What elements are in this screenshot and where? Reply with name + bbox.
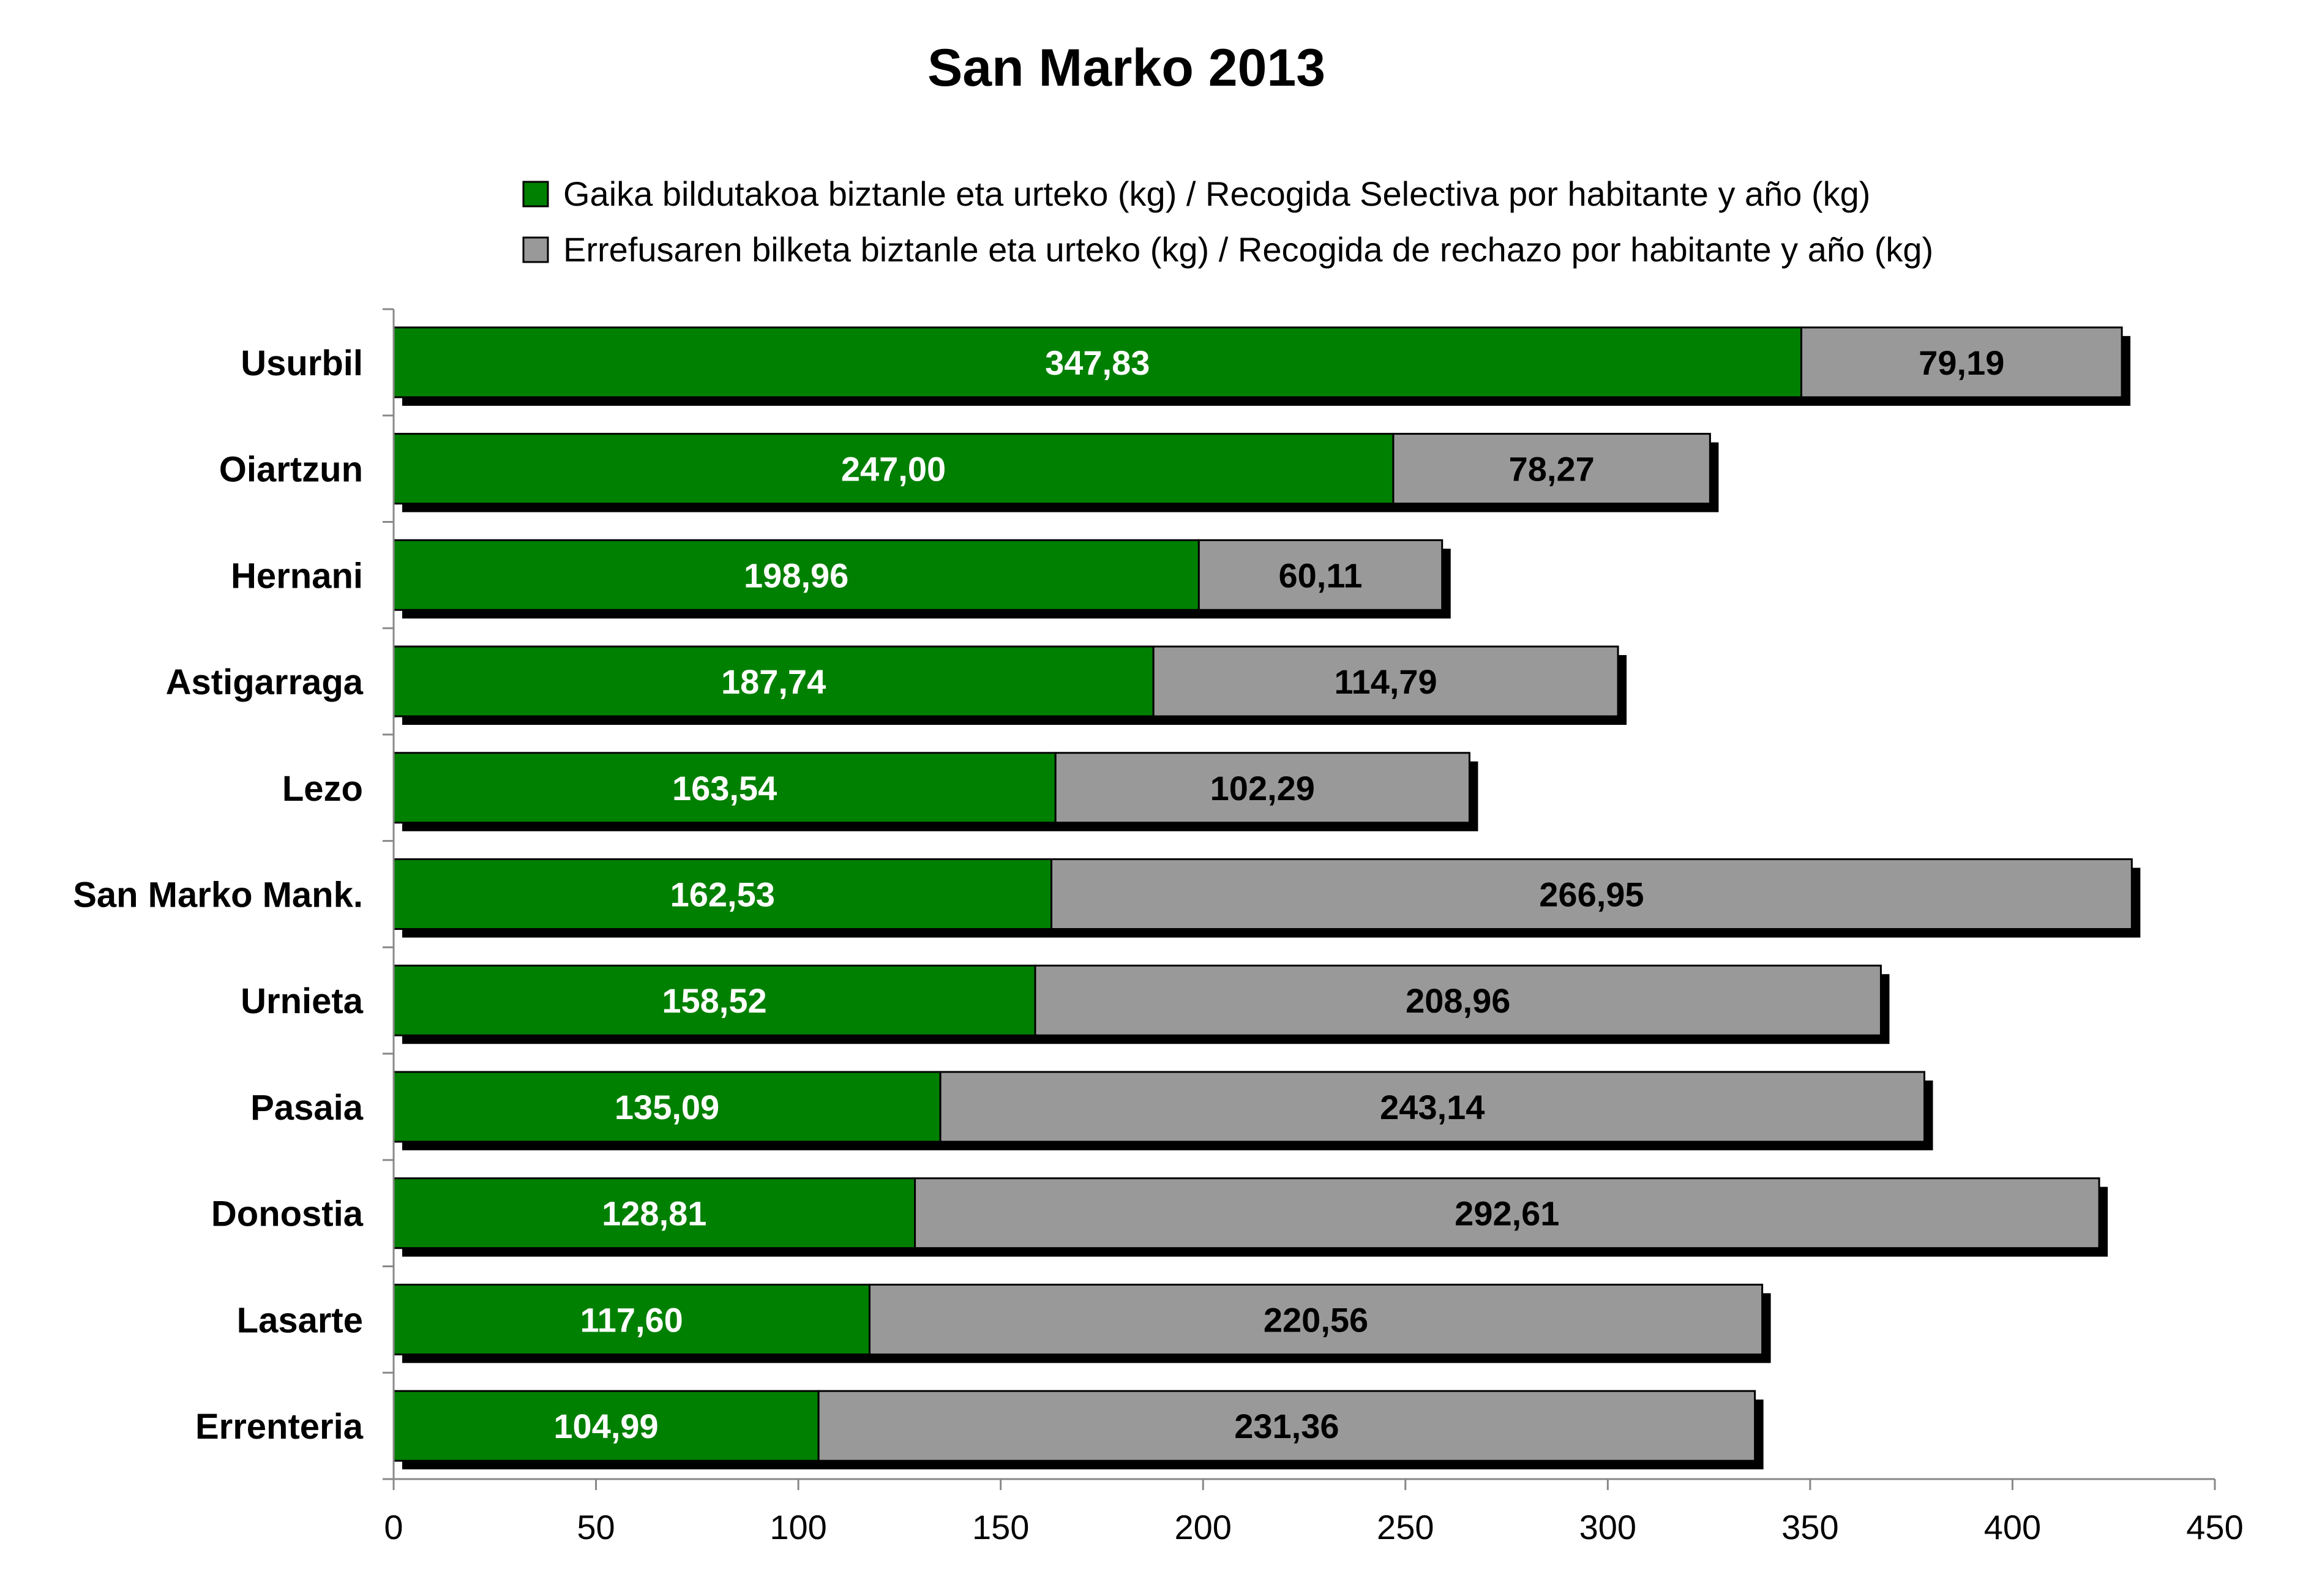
x-tick-label: 300 — [1579, 1508, 1636, 1546]
category-label: Usurbil — [241, 343, 363, 383]
data-label-rejected: 231,36 — [1234, 1407, 1339, 1445]
data-label-selective: 104,99 — [553, 1407, 658, 1445]
data-label-selective: 187,74 — [721, 662, 826, 701]
bar-segment-rejected — [1392, 433, 1711, 505]
data-label-selective: 162,53 — [670, 875, 775, 914]
category-label: Donostia — [211, 1194, 364, 1234]
data-label-rejected: 78,27 — [1509, 450, 1595, 489]
bar-segment-rejected — [1800, 326, 2123, 399]
plot-area: 347,83 79,19 Usurbil 247,00 78,27 Oiartzun 198… — [73, 308, 2244, 1546]
x-tick-label: 400 — [1984, 1508, 2041, 1546]
bar-segment-rejected — [1054, 752, 1470, 824]
data-label-selective: 198,96 — [744, 556, 848, 594]
bar-segment-rejected — [1050, 858, 2133, 930]
data-label-selective: 158,52 — [662, 981, 766, 1020]
data-label-rejected: 220,56 — [1264, 1300, 1368, 1339]
chart-title: San Marko 2013 — [927, 39, 1325, 97]
category-label: Urnieta — [241, 981, 364, 1021]
data-label-selective: 163,54 — [672, 769, 777, 807]
data-label-selective: 347,83 — [1045, 343, 1150, 382]
data-label-rejected: 208,96 — [1406, 981, 1510, 1020]
data-label-selective: 135,09 — [615, 1088, 719, 1126]
bar-segment-selective — [392, 1390, 820, 1462]
legend-label-rejected: Errefusaren bilketa biztanle eta urteko … — [563, 230, 1933, 269]
category-label: San Marko Mank. — [73, 875, 363, 915]
data-label-rejected: 114,79 — [1335, 662, 1437, 701]
bar-segment-rejected — [1152, 645, 1619, 717]
data-label-rejected: 102,29 — [1210, 769, 1315, 807]
bar-segment-selective — [392, 1283, 871, 1355]
bar-segment-selective — [392, 539, 1200, 611]
data-label-selective: 117,60 — [580, 1300, 683, 1339]
bar-segment-selective — [392, 645, 1155, 717]
x-tick-label: 350 — [1781, 1508, 1838, 1546]
data-label-selective: 128,81 — [602, 1194, 706, 1233]
legend-swatch-selective — [522, 181, 549, 208]
bar-segment-selective — [392, 858, 1053, 930]
category-label: Pasaia — [250, 1088, 364, 1128]
bar-segment-selective — [392, 752, 1057, 824]
category-label: Lezo — [282, 769, 363, 809]
data-label-rejected: 243,14 — [1380, 1088, 1485, 1126]
data-label-rejected: 292,61 — [1455, 1194, 1559, 1233]
legend: Gaika bildutakoa biztanle eta urteko (kg… — [522, 174, 1933, 269]
legend-swatch-rejected — [522, 236, 549, 263]
bar-segment-selective — [392, 326, 1803, 399]
category-label: Oiartzun — [219, 450, 363, 490]
x-tick-label: 100 — [770, 1508, 826, 1546]
x-tick-label: 250 — [1377, 1508, 1434, 1546]
data-label-selective: 247,00 — [841, 450, 946, 489]
legend-label-selective: Gaika bildutakoa biztanle eta urteko (kg… — [563, 174, 1870, 213]
bar-segment-selective — [392, 1177, 916, 1249]
category-label: Errenteria — [195, 1407, 364, 1447]
category-label: Hernani — [231, 556, 363, 596]
bar-segment-rejected — [914, 1177, 2100, 1249]
bar-segment-selective — [392, 433, 1395, 505]
category-label: Lasarte — [237, 1300, 363, 1340]
x-tick-label: 0 — [384, 1508, 403, 1546]
bar-segment-rejected — [939, 1071, 1926, 1143]
bar-segment-selective — [392, 964, 1036, 1036]
bar-segment-rejected — [868, 1283, 1764, 1355]
x-tick-label: 200 — [1175, 1508, 1232, 1546]
x-tick-label: 450 — [2186, 1508, 2243, 1546]
data-label-rejected: 266,95 — [1539, 875, 1644, 914]
data-label-rejected: 60,11 — [1279, 556, 1363, 594]
bar-segment-rejected — [1197, 539, 1444, 611]
category-label: Astigarraga — [166, 662, 364, 702]
data-label-rejected: 79,19 — [1919, 343, 2004, 382]
x-tick-label: 150 — [972, 1508, 1029, 1546]
bar-segment-rejected — [1034, 964, 1882, 1036]
bar-segment-rejected — [817, 1390, 1756, 1462]
x-tick-label: 50 — [577, 1508, 615, 1546]
